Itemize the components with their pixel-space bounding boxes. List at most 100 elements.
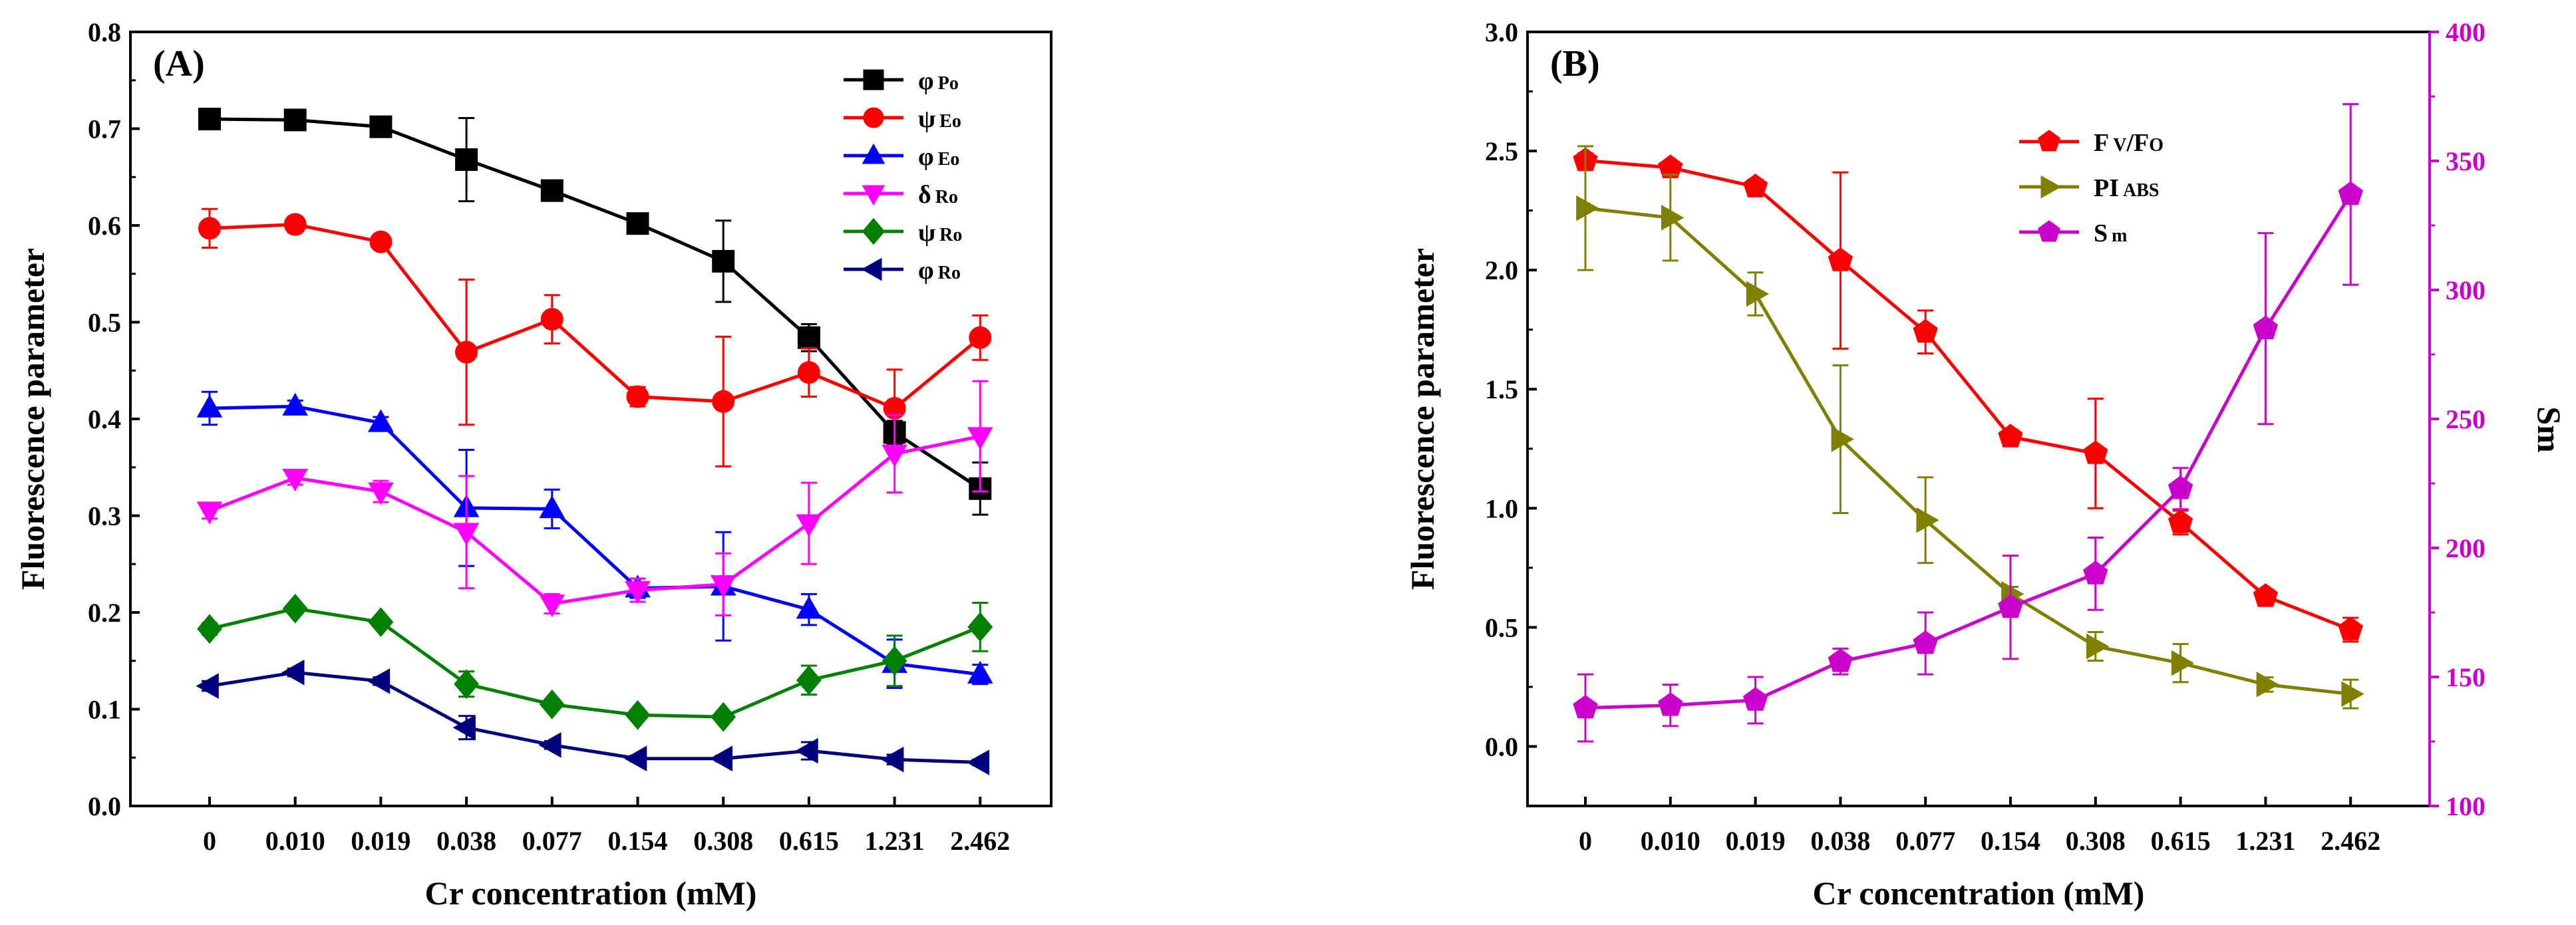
legend-label: ψ Ro (918, 219, 962, 247)
data-point (1828, 247, 1853, 271)
y2-tick-label: 250 (2446, 404, 2486, 434)
series-1 (1576, 145, 2364, 710)
data-point (455, 148, 478, 172)
x-tick-label: 0 (1579, 826, 1592, 856)
x-axis-label: Cr concentration (mM) (425, 874, 757, 912)
data-point (624, 745, 647, 772)
data-point (369, 115, 393, 138)
data-point (1913, 630, 1938, 654)
legend-marker (862, 143, 886, 164)
series-line (1585, 158, 2352, 632)
x-tick-label: 2.462 (2321, 826, 2380, 856)
data-point (1831, 426, 1854, 452)
legend-label: PI ABS (2094, 174, 2159, 202)
data-point (967, 427, 993, 450)
y-tick-label: 0.0 (88, 791, 121, 821)
y2-axis-label: Sm (2531, 406, 2568, 452)
data-point (539, 495, 565, 519)
data-point (368, 482, 394, 505)
y-tick-label: 0.5 (1485, 612, 1518, 642)
panel-label: (A) (153, 43, 205, 84)
series-2 (196, 390, 993, 689)
data-point (1828, 648, 1853, 672)
data-point (2341, 681, 2364, 707)
data-point (1658, 692, 1683, 716)
x-tick-label: 0.154 (608, 826, 668, 856)
y-axis-label: Fluorescence parameter (1404, 248, 1441, 590)
data-point (453, 523, 480, 546)
series-line (209, 606, 981, 719)
data-point (796, 665, 822, 696)
legend-label: F V/FO (2094, 129, 2164, 157)
data-point (283, 213, 307, 236)
chart-panel-1: 0 0.010 0.019 0.038 0.077 0.154 0.308 0.615 1.23… (1404, 17, 2568, 912)
series-line (209, 223, 981, 410)
x-tick-label: 0.010 (1641, 826, 1700, 856)
data-point (2168, 475, 2193, 499)
y-tick-label: 1.0 (1485, 493, 1518, 523)
data-point (2083, 561, 2108, 585)
legend: F V/FO PI ABS S m (2019, 129, 2164, 247)
series-0 (1573, 147, 2363, 643)
data-point (368, 607, 394, 637)
y-tick-label: 0.3 (88, 501, 121, 531)
x-tick-label: 0.615 (779, 826, 839, 856)
data-point (2256, 672, 2279, 698)
data-point (197, 614, 222, 644)
data-point (198, 217, 222, 240)
data-point (282, 392, 309, 416)
data-point (455, 340, 478, 364)
data-point (196, 673, 219, 699)
data-point (1742, 174, 1768, 198)
x-tick-label: 1.231 (2235, 826, 2295, 856)
x-tick-label: 0.038 (1810, 826, 1870, 856)
data-point (712, 249, 735, 273)
series-3 (196, 380, 993, 618)
data-point (369, 230, 393, 253)
data-point (967, 660, 993, 684)
y-tick-label: 2.0 (1485, 255, 1518, 285)
data-point (196, 394, 223, 418)
y2-tick-label: 100 (2446, 791, 2486, 821)
data-point (797, 361, 820, 384)
x-tick-label: 0.038 (436, 826, 496, 856)
y-tick-label: 0.0 (1485, 731, 1518, 761)
data-point (539, 689, 565, 720)
data-point (281, 659, 305, 686)
data-point (2083, 440, 2108, 464)
data-point (710, 575, 736, 598)
data-point (1573, 694, 1598, 719)
y2-tick-label: 300 (2446, 275, 2486, 305)
legend-marker (862, 185, 886, 206)
data-point (540, 179, 564, 202)
x-tick-label: 0.615 (2151, 826, 2211, 856)
data-point (882, 444, 907, 467)
series-line (209, 434, 981, 606)
data-point (1998, 424, 2023, 448)
y-tick-label: 0.7 (88, 114, 121, 144)
legend-marker (2040, 175, 2062, 199)
data-point (1742, 687, 1768, 711)
data-point (2168, 509, 2193, 533)
data-point (709, 745, 732, 772)
data-point (283, 108, 307, 132)
y2-tick-label: 150 (2446, 662, 2486, 692)
legend: φ Po ψ Eo φ Eo δ Ro ψ Ro φ Ro (844, 67, 962, 285)
data-point (2338, 616, 2363, 640)
y2-tick-label: 350 (2446, 146, 2486, 176)
data-point (198, 107, 221, 130)
data-point (797, 326, 820, 349)
legend-label: ψ Eo (918, 105, 961, 133)
x-tick-label: 0.019 (1726, 826, 1786, 856)
y-tick-label: 0.5 (88, 308, 121, 338)
data-point (795, 737, 818, 764)
data-point (196, 501, 223, 525)
chart-panel-0: 0 0.010 0.019 0.038 0.077 0.154 0.308 0.615 1.23… (14, 17, 1052, 912)
y2-tick-label: 200 (2446, 533, 2486, 563)
data-point (540, 308, 564, 331)
data-point (368, 409, 394, 432)
data-point (538, 732, 562, 758)
data-point (1746, 281, 1770, 307)
